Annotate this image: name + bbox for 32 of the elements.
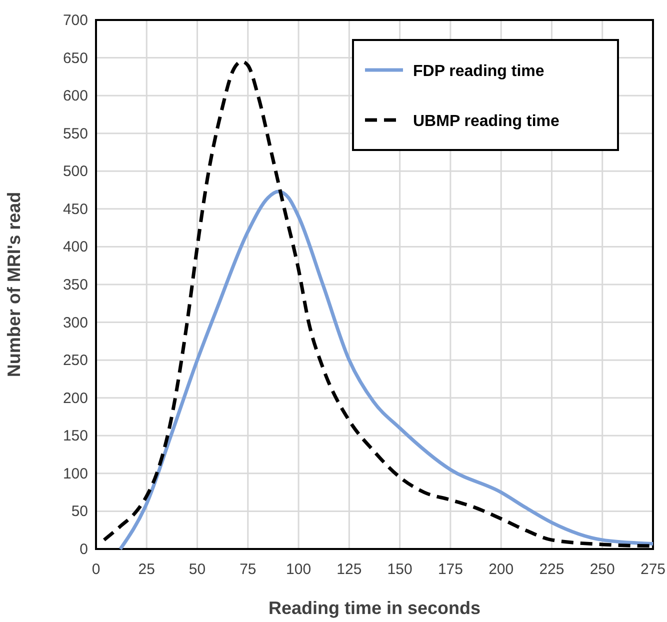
y-tick-label: 100	[62, 465, 88, 482]
x-tick-label: 250	[590, 561, 615, 578]
x-tick-label: 50	[188, 561, 206, 578]
x-tick-label: 175	[438, 561, 463, 578]
x-tick-label: 150	[387, 561, 412, 578]
x-tick-label: 100	[286, 561, 312, 578]
x-tick-label: 25	[138, 561, 155, 578]
x-tick-label: 275	[640, 561, 666, 578]
legend-label: UBMP reading time	[413, 113, 560, 130]
y-tick-label: 150	[62, 428, 88, 445]
y-tick-label: 700	[62, 12, 88, 29]
y-tick-label: 350	[62, 276, 88, 294]
y-tick-label: 450	[62, 200, 88, 218]
x-tick-label: 75	[240, 561, 256, 578]
y-tick-label: 250	[62, 352, 88, 370]
x-tick-label: 0	[92, 561, 100, 578]
y-tick-label: 50	[71, 503, 88, 520]
y-tick-label: 600	[62, 88, 88, 105]
y-tick-label: 300	[62, 314, 88, 332]
x-tick-label: 200	[488, 561, 514, 578]
y-tick-label: 400	[62, 238, 88, 256]
y-axis-title: Number of MRI's read	[4, 192, 24, 378]
x-axis-title: Reading time in seconds	[268, 598, 481, 618]
y-tick-label: 500	[62, 163, 88, 180]
x-tick-label: 125	[336, 561, 362, 578]
x-tick-label: 225	[539, 561, 564, 578]
y-tick-label: 0	[80, 541, 88, 558]
legend-label: FDP reading time	[413, 63, 544, 80]
y-tick-label: 650	[62, 50, 88, 67]
line-series	[118, 190, 655, 551]
y-tick-label: 200	[62, 390, 88, 407]
y-tick-label: 550	[62, 125, 88, 142]
